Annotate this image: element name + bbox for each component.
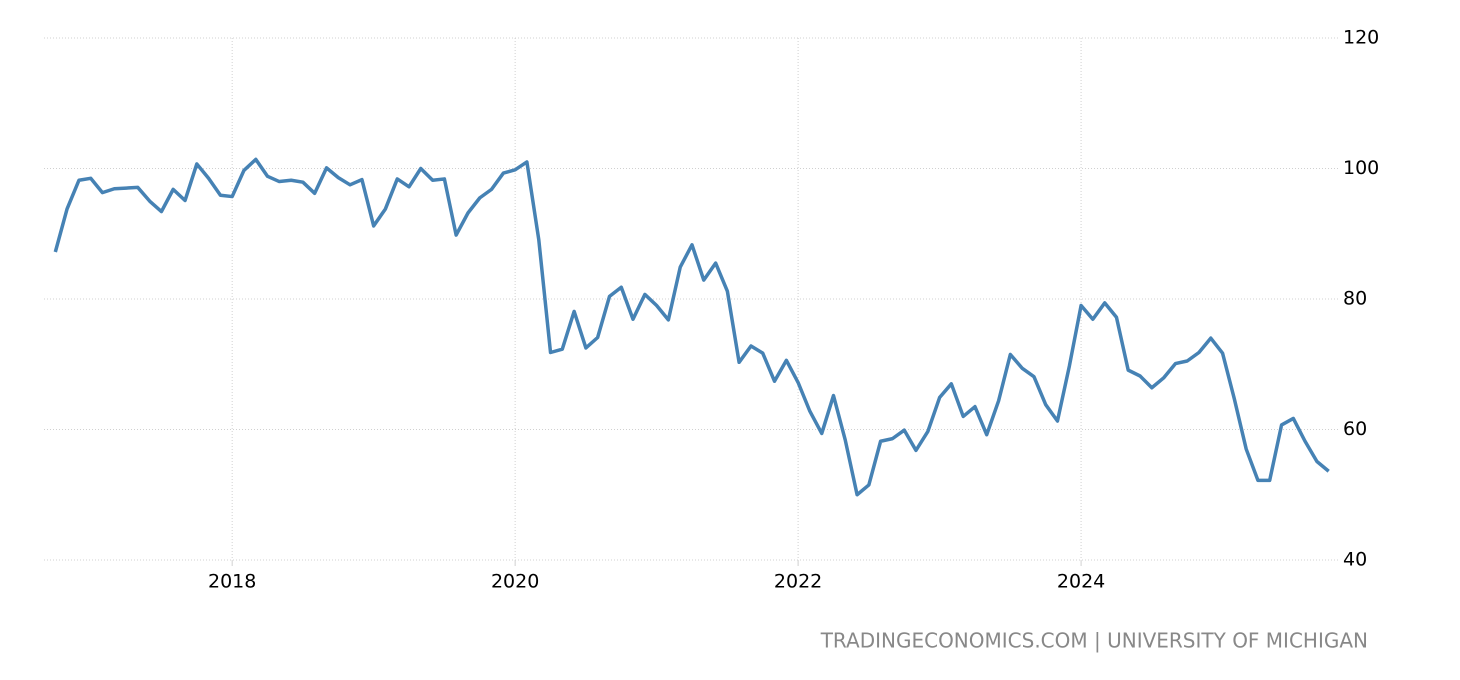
x-tick-label: 2022	[774, 571, 822, 593]
y-tick-label: 40	[1343, 549, 1367, 571]
x-tick-label: 2024	[1057, 571, 1105, 593]
series-line	[53, 157, 1330, 497]
y-tick-label: 80	[1343, 288, 1367, 310]
x-tick-label: 2020	[491, 571, 539, 593]
x-tick-label: 2018	[208, 571, 256, 593]
source: TRADINGECONOMICS.COM | UNIVERSITY OF MIC…	[820, 629, 1368, 653]
y-tick-label: 100	[1343, 157, 1379, 179]
y-tick-label: 60	[1343, 418, 1367, 440]
y-tick-label: 120	[1343, 27, 1379, 49]
